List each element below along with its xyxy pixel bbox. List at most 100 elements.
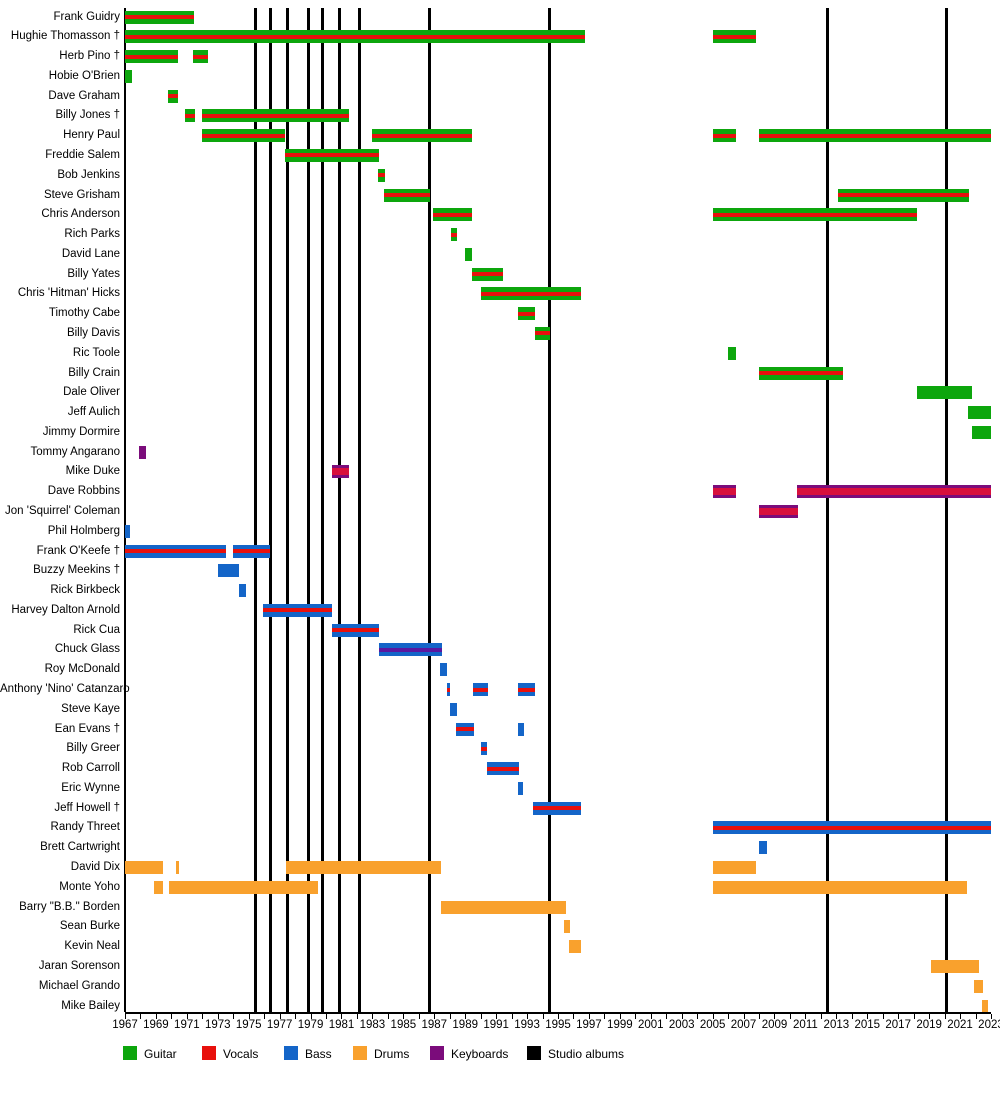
x-axis-tick <box>743 1013 745 1019</box>
x-axis-tick <box>248 1013 250 1019</box>
x-axis-year-label: 2009 <box>761 1019 788 1031</box>
member-label: Frank O'Keefe † <box>36 544 120 557</box>
x-axis-tick <box>480 1013 482 1019</box>
x-axis-year-label: 1989 <box>452 1019 478 1031</box>
timeline-bar <box>263 603 333 617</box>
bar-stripe <box>712 488 736 496</box>
member-label: Rob Carroll <box>61 762 120 775</box>
member-label: Henry Paul <box>63 129 120 142</box>
member-label: Eric Wynne <box>61 781 120 794</box>
timeline-bar <box>332 465 350 479</box>
bar-stripe <box>125 549 226 554</box>
x-axis-tick <box>465 1013 467 1019</box>
x-axis-year-label: 2011 <box>793 1019 818 1031</box>
timeline-bar <box>712 880 967 894</box>
x-axis-tick <box>356 1013 358 1019</box>
timeline-bar <box>441 900 566 914</box>
timeline-bar <box>125 30 586 44</box>
member-label: Chris 'Hitman' Hicks <box>17 287 120 300</box>
timeline-bar <box>728 346 736 360</box>
timeline-bar <box>285 861 442 875</box>
bar-stripe <box>472 272 504 277</box>
x-axis-tick <box>557 1013 559 1019</box>
member-label: Rick Cua <box>73 623 120 636</box>
x-axis-year-label: 2005 <box>699 1019 726 1031</box>
member-label: Rick Birkbeck <box>50 584 120 597</box>
member-label: David Lane <box>61 247 120 260</box>
timeline-bar <box>285 148 380 162</box>
studio-album-line <box>338 8 342 1012</box>
member-label: Timothy Cabe <box>48 307 120 320</box>
member-label: David Dix <box>70 861 120 874</box>
timeline-bar <box>472 683 489 697</box>
member-label: Hughie Thomasson † <box>10 30 120 43</box>
x-axis-year-label: 2023 <box>978 1019 1000 1031</box>
bar-stripe <box>384 193 430 198</box>
bar-stripe <box>202 133 286 138</box>
x-axis-tick <box>434 1013 436 1019</box>
x-axis-tick <box>697 1013 699 1019</box>
timeline-bar <box>517 683 535 697</box>
member-label: Bob Jenkins <box>57 168 120 181</box>
x-axis-tick <box>202 1013 204 1019</box>
timeline-bar <box>125 10 194 24</box>
bar-stripe <box>712 34 756 39</box>
timeline-bar <box>440 663 447 677</box>
bar-stripe <box>263 608 333 613</box>
legend-label-guitar: Guitar <box>144 1047 177 1061</box>
bar-stripe <box>451 232 458 237</box>
timeline-bar <box>379 643 442 657</box>
bar-stripe <box>517 687 535 692</box>
timeline-bar <box>796 485 991 499</box>
x-axis-year-label: 2013 <box>823 1019 850 1031</box>
x-axis-tick <box>728 1013 730 1019</box>
x-axis-tick <box>604 1013 606 1019</box>
x-axis-tick <box>635 1013 637 1019</box>
studio-album-line <box>285 8 289 1012</box>
bar-stripe <box>472 687 489 692</box>
legend-label-vocals: Vocals <box>223 1047 259 1061</box>
member-label: Buzzy Meekins † <box>33 564 120 577</box>
x-axis-tick <box>882 1013 884 1019</box>
bar-stripe <box>193 54 209 59</box>
x-axis-tick <box>341 1013 343 1019</box>
x-axis-tick <box>588 1013 590 1019</box>
x-axis-tick <box>310 1013 312 1019</box>
bar-stripe <box>371 133 473 138</box>
studio-album-line <box>825 8 829 1012</box>
x-axis-tick <box>264 1013 266 1019</box>
member-label: Anthony 'Nino' Catanzaro <box>0 683 130 696</box>
x-axis-year-label: 1985 <box>390 1019 417 1031</box>
timeline-bar <box>486 762 520 776</box>
member-label: Roy McDonald <box>44 663 120 676</box>
x-axis-year-label: 2001 <box>637 1019 664 1031</box>
timeline-bar <box>712 821 991 835</box>
timeline-bar <box>837 188 970 202</box>
studio-album-line <box>547 8 551 1012</box>
x-axis-tick <box>789 1013 791 1019</box>
studio-album-line <box>357 8 361 1012</box>
timeline-bar <box>169 880 319 894</box>
timeline-bar <box>465 247 473 261</box>
x-axis-tick <box>666 1013 668 1019</box>
timeline-bar <box>472 267 504 281</box>
timeline-bar <box>973 979 984 993</box>
x-axis-tick <box>836 1013 838 1019</box>
timeline-bar <box>712 485 736 499</box>
bar-stripe <box>125 15 194 19</box>
timeline-bar <box>449 702 458 716</box>
x-axis-year-label: 1983 <box>359 1019 386 1031</box>
x-axis-tick <box>496 1013 498 1019</box>
x-axis-tick <box>929 1013 931 1019</box>
timeline-bar <box>168 89 178 103</box>
legend-label-drums: Drums <box>374 1047 410 1061</box>
member-label: Jaran Sorenson <box>38 959 120 972</box>
x-axis-tick <box>681 1013 683 1019</box>
bar-stripe <box>233 549 271 554</box>
timeline-bar <box>377 168 385 182</box>
timeline-bar <box>982 999 988 1013</box>
x-axis-year-label: 1977 <box>266 1019 293 1031</box>
member-label: Kevin Neal <box>64 940 120 953</box>
bar-stripe <box>486 766 520 771</box>
timeline-bar <box>193 50 209 64</box>
